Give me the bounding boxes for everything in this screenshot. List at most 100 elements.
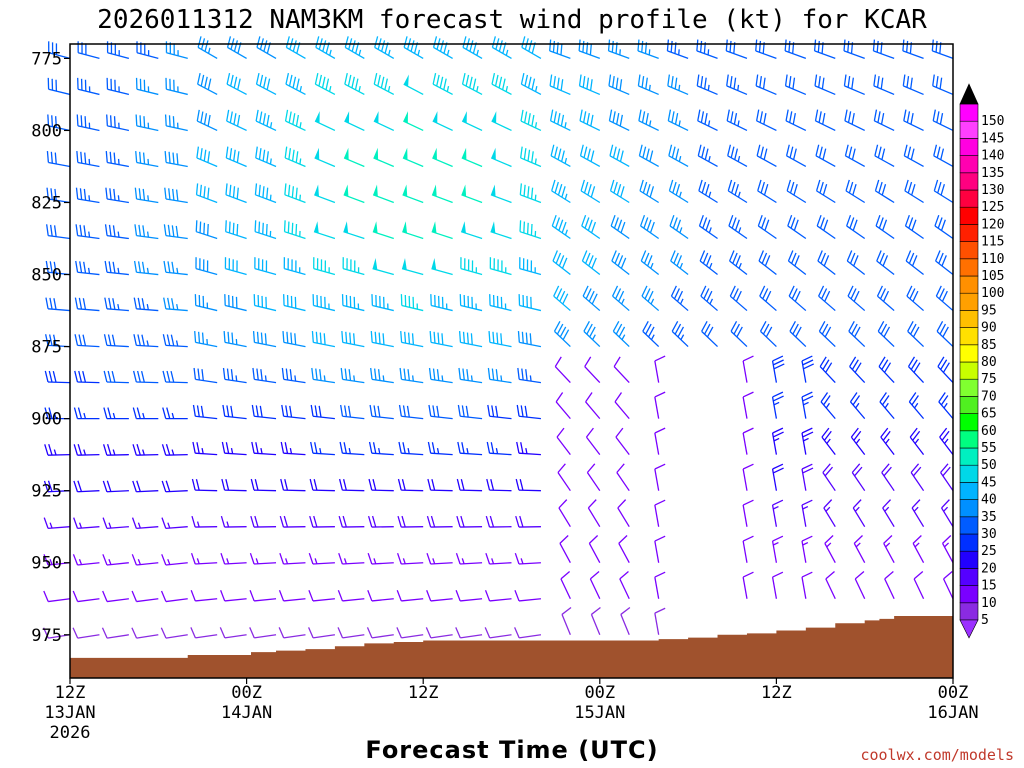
barb-full [290, 332, 293, 344]
wind-barb [338, 478, 365, 492]
barb-full [311, 330, 314, 343]
barb-full [204, 40, 209, 52]
barb-half [137, 522, 141, 529]
barb-full [819, 356, 827, 367]
barb-full [851, 77, 854, 90]
barb-full [207, 187, 210, 200]
wind-barb [396, 627, 424, 639]
barb-full [44, 444, 49, 456]
barb-full [521, 368, 524, 381]
barb-full [112, 298, 116, 310]
barb-full [319, 369, 322, 381]
barb-full [824, 535, 834, 544]
wind-barb [491, 72, 512, 96]
colorbar-swatch [959, 155, 979, 174]
barb-full [310, 441, 314, 454]
barb-full [259, 111, 263, 123]
barb-full [938, 252, 944, 264]
wind-barb [190, 552, 218, 565]
barb-full [879, 252, 885, 264]
barb-full [338, 515, 343, 528]
barb-full [531, 151, 534, 163]
x-tick-year: 2026 [50, 723, 91, 743]
wind-barb [583, 321, 601, 348]
barb-full [880, 323, 888, 335]
barb-full [225, 442, 230, 454]
barb-full [803, 363, 814, 370]
barb-full [104, 224, 108, 236]
barb-half [387, 85, 391, 92]
wind-barb [197, 72, 218, 96]
barb-staff [490, 231, 512, 240]
barb-full [560, 570, 571, 580]
barb-full [876, 250, 882, 262]
barb-full [907, 146, 912, 158]
wind-barb [132, 407, 159, 420]
barb-full [910, 148, 915, 160]
wind-barb [372, 221, 394, 240]
barb-staff [585, 401, 601, 420]
barb-pennant [461, 184, 467, 197]
colorbar-label: 75 [981, 372, 997, 387]
barb-staff [742, 504, 748, 527]
barb-full [294, 333, 297, 345]
wind-barb [314, 111, 336, 132]
wind-barb [256, 36, 277, 59]
wind-barb [46, 224, 71, 240]
wind-barb [133, 334, 159, 348]
barb-full [668, 179, 674, 192]
barb-full [848, 146, 853, 158]
wind-barb [913, 570, 925, 600]
barb-full [402, 442, 406, 454]
barb-full [494, 74, 499, 87]
barb-staff [557, 472, 571, 492]
barb-full [851, 323, 858, 335]
barb-full [801, 571, 813, 578]
wind-barb [824, 535, 836, 564]
wind-barb [343, 184, 365, 204]
barb-full [585, 427, 594, 438]
barb-half [855, 542, 861, 548]
barb-full [84, 116, 87, 128]
barb-full [200, 74, 205, 87]
wind-barb [283, 294, 306, 312]
y-tick-label: 825 [31, 194, 62, 214]
barb-half [299, 194, 302, 201]
barb-full [520, 146, 523, 159]
wind-barb [553, 285, 571, 312]
barb-staff [312, 489, 335, 492]
credit-link[interactable]: coolwx.com/models [860, 746, 1014, 764]
wind-barb [251, 404, 277, 420]
barb-half [650, 298, 655, 305]
barb-full [559, 535, 569, 544]
wind-barb [726, 109, 748, 132]
barb-half [53, 449, 57, 456]
barb-half [348, 448, 352, 454]
barb-half [678, 191, 682, 198]
colorbar-label: 30 [981, 527, 997, 542]
barb-full [196, 442, 200, 454]
barb-full [318, 74, 323, 87]
wind-barb [874, 179, 895, 204]
barb-half [773, 401, 780, 406]
barb-staff [654, 576, 660, 599]
wind-barb [106, 114, 130, 132]
barb-full [936, 111, 940, 123]
barb-full [706, 326, 714, 338]
barb-full [291, 149, 295, 162]
barb-full [801, 391, 813, 398]
barb-full [584, 217, 590, 229]
wind-barb [786, 179, 807, 204]
barb-full [462, 368, 465, 381]
barb-full [44, 370, 49, 383]
barb-full [313, 515, 318, 528]
x-tick-label: 00Z [231, 683, 262, 703]
barb-full [642, 321, 649, 332]
barb-full [222, 367, 226, 380]
wind-barb [75, 224, 100, 240]
colorbar-label: 45 [981, 475, 997, 490]
wind-barb [814, 74, 836, 96]
barb-full [524, 405, 528, 418]
barb-staff [615, 436, 630, 456]
